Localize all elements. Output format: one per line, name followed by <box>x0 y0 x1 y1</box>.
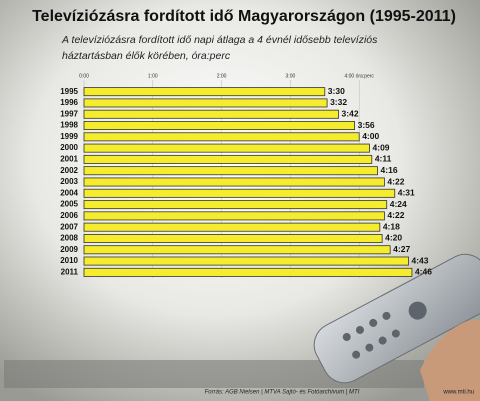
year-label: 2006 <box>60 211 78 220</box>
year-label: 2001 <box>60 155 78 164</box>
bar <box>83 87 326 97</box>
x-tick-label: 0:00 <box>79 73 89 79</box>
year-label: 2007 <box>60 222 78 231</box>
year-label: 1996 <box>60 98 78 107</box>
bar <box>83 98 328 108</box>
value-label: 4:22 <box>387 176 404 186</box>
year-label: 1998 <box>60 121 78 130</box>
value-label: 3:32 <box>330 97 347 107</box>
year-label: 2002 <box>60 166 78 175</box>
year-label: 1995 <box>60 87 78 96</box>
value-label: 4:20 <box>385 233 402 243</box>
year-label: 2004 <box>60 188 78 197</box>
x-tick-label: 2:00 <box>217 73 227 79</box>
value-label: 4:11 <box>375 154 392 164</box>
value-label: 4:09 <box>373 142 390 152</box>
value-label: 3:30 <box>328 86 345 96</box>
subtitle: háztartásban élők körében, óra:perc <box>62 50 231 62</box>
chart-title: Televíziózásra fordított idő Magyarorszá… <box>32 8 456 25</box>
bar <box>83 154 373 164</box>
value-label: 3:42 <box>342 108 359 118</box>
x-tick-label: 3:00 <box>286 73 296 79</box>
year-label: 2005 <box>60 200 78 209</box>
bar <box>83 200 388 210</box>
x-tick-label: 4:00 óra:perc <box>344 73 374 79</box>
value-label: 4:00 <box>362 131 379 141</box>
bar <box>83 121 356 130</box>
year-label: 2008 <box>60 234 78 243</box>
remote-control <box>313 253 480 384</box>
bar <box>83 222 381 232</box>
year-label: 2003 <box>60 177 78 186</box>
value-label: 4:46 <box>415 267 432 277</box>
x-tick-label: 1:00 <box>148 73 158 79</box>
bar <box>83 109 339 119</box>
source: Forrás: AGB Nielsen | MTVA Sajtó- és Fot… <box>205 390 360 396</box>
year-label: 2011 <box>61 267 79 276</box>
value-label: 3:56 <box>358 120 375 130</box>
website: www.mti.hu <box>442 390 474 396</box>
value-label: 4:27 <box>393 244 410 254</box>
year-label: 1997 <box>60 109 78 118</box>
subtitle: A televíziózásra fordított idő napi átla… <box>61 34 378 46</box>
bar <box>83 234 383 243</box>
value-label: 4:31 <box>398 188 415 198</box>
value-label: 4:18 <box>383 221 400 231</box>
value-label: 4:16 <box>381 165 398 175</box>
bar <box>83 256 409 266</box>
bar <box>83 267 413 277</box>
value-label: 4:24 <box>390 199 407 209</box>
value-label: 4:22 <box>387 210 404 220</box>
year-label: 2000 <box>60 143 78 152</box>
bar <box>83 177 385 187</box>
bar <box>83 143 370 153</box>
value-label: 4:43 <box>412 255 429 265</box>
bar <box>83 166 378 176</box>
bar <box>83 188 396 198</box>
bar <box>83 132 360 142</box>
year-label: 2009 <box>60 245 78 254</box>
bar <box>83 245 391 255</box>
hand <box>420 320 480 401</box>
bar <box>83 211 385 221</box>
year-label: 1999 <box>60 132 78 141</box>
year-label: 2010 <box>60 256 78 265</box>
